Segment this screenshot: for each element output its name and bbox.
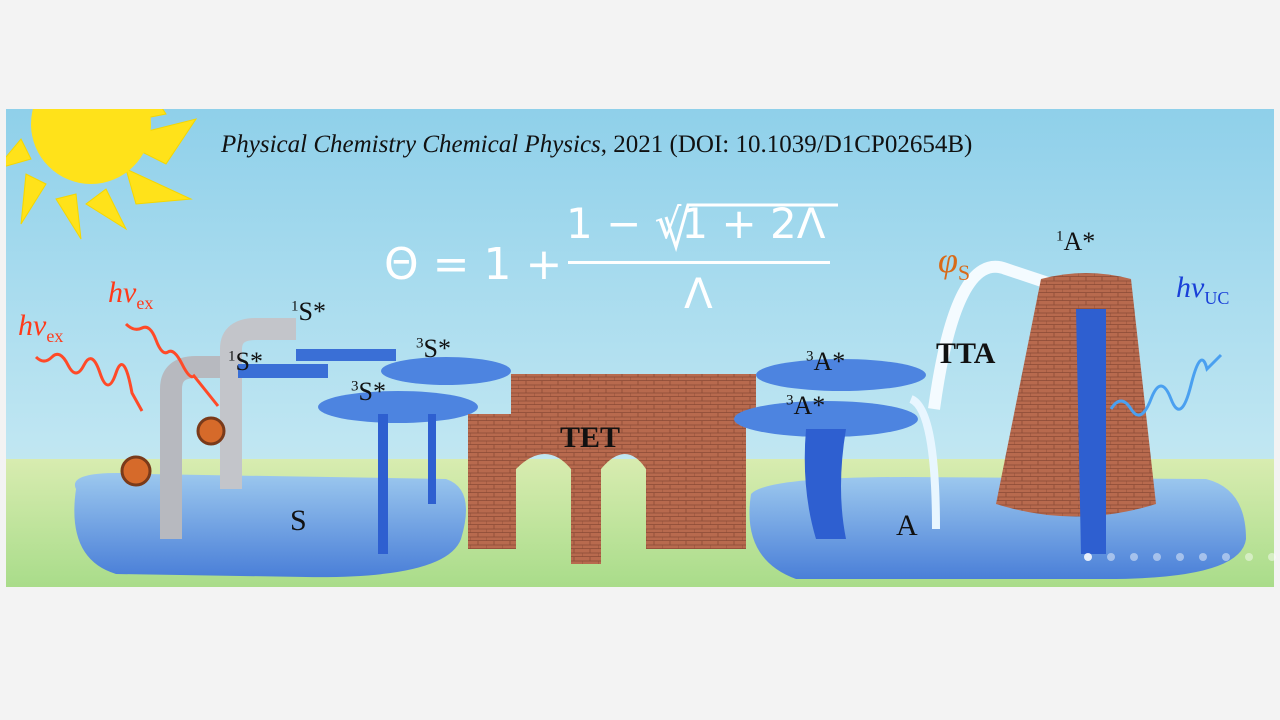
triplet-s-label: 3S* <box>351 377 386 406</box>
fraction-bar <box>568 261 830 264</box>
sun-icon <box>6 109 198 240</box>
carousel-dot[interactable] <box>1107 553 1115 561</box>
triplet-a-label-top: 3A* <box>806 347 846 376</box>
singlet-s-label-top: 1S* <box>291 297 326 326</box>
upconversion-label: hνUC <box>1176 271 1230 308</box>
triplet-s-label-top: 3S* <box>416 334 451 363</box>
tet-label: TET <box>560 421 621 454</box>
carousel-dot[interactable] <box>1268 553 1276 561</box>
carousel-dot[interactable] <box>1153 553 1161 561</box>
carousel-dots <box>1084 553 1276 561</box>
phi-s-label: φS <box>938 240 971 286</box>
excitation-label-1: hνex <box>18 309 64 346</box>
triplet-a-label: 3A* <box>786 391 826 420</box>
singlet-s-label: 1S* <box>228 347 263 376</box>
excitation-arrow-2 <box>124 322 220 407</box>
carousel-dot[interactable] <box>1176 553 1184 561</box>
equation-numerator: 1 − √1 + 2Λ <box>566 199 826 248</box>
graphical-abstract-image: Physical Chemistry Chemical Physics, 202… <box>6 109 1274 587</box>
diagram-illustration <box>6 109 1274 587</box>
tta-label: TTA <box>936 337 996 370</box>
tet-brick-bridge <box>468 414 746 564</box>
excitation-label-2: hνex <box>108 276 154 313</box>
equation-denominator: Λ <box>684 269 713 318</box>
citation: Physical Chemistry Chemical Physics, 202… <box>221 131 973 158</box>
annihilator-label: A <box>896 509 918 542</box>
brick-tower <box>996 273 1156 517</box>
singlet-a-label: 1A* <box>1056 227 1096 256</box>
s-platform <box>74 473 466 578</box>
tta-arrow <box>928 260 1053 410</box>
excitation-arrow-1 <box>34 352 144 412</box>
carousel-dot[interactable] <box>1130 553 1138 561</box>
upconversion-arrow <box>1109 353 1223 417</box>
sensitizer-label: S <box>290 504 307 537</box>
carousel-dot[interactable] <box>1199 553 1207 561</box>
equation-lhs: Θ = 1 + <box>384 239 563 290</box>
carousel-dot[interactable] <box>1084 553 1092 561</box>
sqrt-sign <box>664 203 838 253</box>
carousel-dot[interactable] <box>1222 553 1230 561</box>
carousel-dot[interactable] <box>1245 553 1253 561</box>
